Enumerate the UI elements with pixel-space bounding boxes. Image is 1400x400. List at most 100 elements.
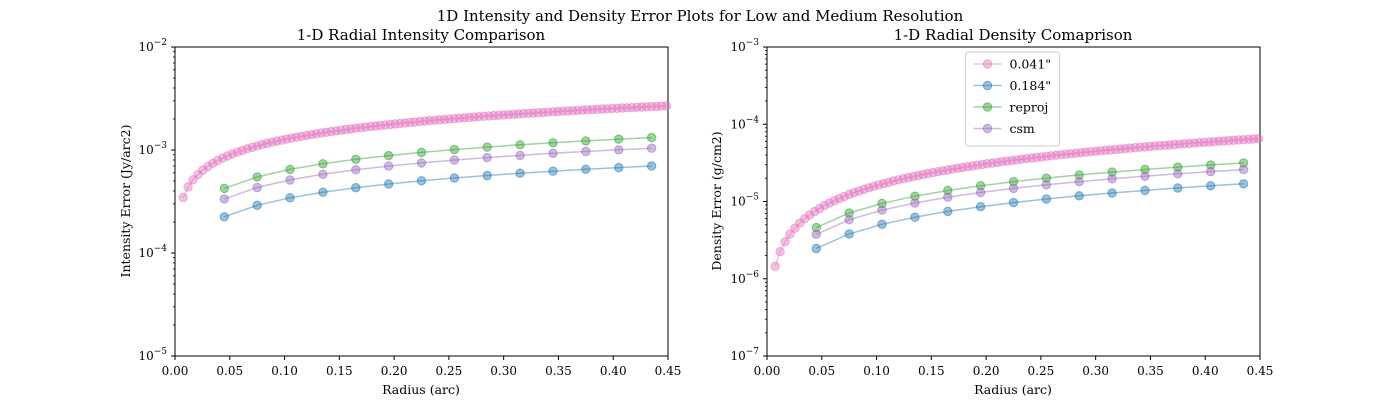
density-plot-ytick-label: 10−7 <box>730 347 759 363</box>
density-plot-data-point <box>1173 169 1183 179</box>
intensity-plot-ytick-label: 10−5 <box>138 347 167 363</box>
density-plot-data-point <box>1179 139 1190 149</box>
density-plot-data-point <box>770 261 780 271</box>
intensity-plot-xtick-label: 0.00 <box>162 364 189 378</box>
density-plot-ytick-base: 10 <box>730 195 745 209</box>
intensity-plot-data-point <box>434 115 445 125</box>
intensity-plot-data-point <box>641 102 652 112</box>
intensity-plot-data-point <box>405 117 415 128</box>
intensity-plot-data-point <box>582 105 593 115</box>
intensity-plot-xtick-label: 0.10 <box>271 364 298 378</box>
intensity-plot-data-point <box>479 111 489 122</box>
intensity-plot-data-point <box>513 109 524 119</box>
density-plot-data-point <box>1120 143 1130 154</box>
legend-item: 0.184" <box>973 78 1051 93</box>
density-plot-ytick-base: 10 <box>730 117 745 131</box>
density-plot-data-point <box>1219 136 1229 146</box>
density-plot-data-point <box>975 202 986 212</box>
intensity-plot-data-point <box>482 152 492 163</box>
intensity-plot-ytick-base: 10 <box>138 40 153 54</box>
density-plot-xtick-label: 0.15 <box>918 364 945 378</box>
intensity-plot-xtick-label: 0.40 <box>600 364 627 378</box>
intensity-plot-data-point <box>385 119 395 130</box>
intensity-plot-data-point <box>365 121 376 132</box>
density-plot-data-point <box>844 208 854 218</box>
density-plot-series-3 <box>811 164 1249 240</box>
density-plot-data-point <box>805 210 815 220</box>
density-plot-data-point <box>834 193 844 204</box>
intensity-plot-data-point <box>474 112 484 122</box>
intensity-plot-ytick-base: 10 <box>138 143 153 157</box>
intensity-plot-series-line <box>224 147 652 200</box>
intensity-plot-data-point <box>581 136 591 146</box>
intensity-plot-data-point <box>285 164 295 175</box>
intensity-plot-data-point <box>370 121 381 131</box>
density-plot-data-point <box>819 200 830 211</box>
density-plot-data-point <box>910 212 920 222</box>
intensity-plot-data-point <box>227 149 238 159</box>
intensity-plot-data-point <box>581 146 591 157</box>
intensity-plot-data-point <box>219 212 230 222</box>
density-plot-data-point <box>1206 166 1216 177</box>
density-plot-data-point <box>910 198 920 208</box>
density-plot-data-point <box>839 191 849 202</box>
intensity-plot-ytick-exp: −4 <box>154 244 168 254</box>
density-plot-data-point <box>1091 146 1101 157</box>
legend-label: reproj <box>1010 100 1049 115</box>
density-plot-ylabel: Density Error (g/cm2) <box>709 131 724 270</box>
density-plot-data-point <box>1173 162 1183 172</box>
intensity-plot-data-point <box>285 193 295 203</box>
density-plot-xtick-label: 0.05 <box>808 364 835 378</box>
legend-item: csm <box>973 121 1035 136</box>
intensity-plot-data-point <box>444 114 455 124</box>
intensity-plot-ytick-label: 10−3 <box>138 141 167 157</box>
intensity-plot-data-point <box>523 108 533 119</box>
intensity-plot-series-2 <box>219 132 657 194</box>
density-plot-data-point <box>780 237 790 247</box>
intensity-plot-data-point <box>351 165 361 175</box>
density-plot-data-point <box>1012 155 1022 165</box>
density-plot-data-point <box>1115 144 1126 154</box>
density-plot-data-point <box>1074 177 1084 187</box>
intensity-plot-xtick-label: 0.35 <box>545 364 572 378</box>
density-plot-ytick-label: 10−4 <box>730 115 759 131</box>
intensity-plot-xtick-label: 0.30 <box>490 364 517 378</box>
intensity-plot-data-point <box>375 120 386 131</box>
density-plot-ytick-exp: −6 <box>746 270 760 280</box>
intensity-plot-data-point <box>252 200 262 211</box>
intensity-plot-ytick-base: 10 <box>138 246 153 260</box>
intensity-plot: 1-D Radial Intensity Comparison 0.00 0.05… <box>118 26 681 397</box>
density-plot-series-line <box>815 183 1244 250</box>
intensity-plot-data-point <box>232 147 243 157</box>
intensity-plot-series-3 <box>219 143 657 204</box>
density-plot-data-point <box>877 219 887 230</box>
density-plot-xtick-label: 0.10 <box>863 364 890 378</box>
intensity-plot-data-point <box>612 103 622 114</box>
intensity-plot-data-point <box>383 179 394 189</box>
density-plot-data-point <box>829 196 840 206</box>
intensity-plot-data-point <box>415 116 425 127</box>
figure-suptitle: 1D Intensity and Density Error Plots for… <box>437 7 964 25</box>
density-plot-data-point <box>811 243 821 254</box>
density-plot-data-point <box>1194 138 1204 148</box>
density-plot-data-point <box>1041 194 1052 204</box>
intensity-plot-data-point <box>454 113 464 123</box>
intensity-plot-xtick-label: 0.20 <box>381 364 408 378</box>
intensity-plot-data-point <box>252 172 262 182</box>
density-plot-data-point <box>1155 141 1165 151</box>
density-plot-data-point <box>1140 185 1150 196</box>
density-plot-data-point <box>811 229 821 240</box>
density-plot-xtick-label: 0.25 <box>1028 364 1055 378</box>
density-plot-ytick-base: 10 <box>730 349 745 363</box>
density-plot-ytick-exp: −5 <box>746 193 760 203</box>
intensity-plot-data-point <box>183 182 193 192</box>
intensity-plot-ytick-label: 10−2 <box>138 38 167 54</box>
intensity-plot-data-point <box>614 145 624 155</box>
density-plot-ytick-label: 10−6 <box>730 270 759 286</box>
density-plot-data-point <box>1041 173 1052 183</box>
intensity-plot-data-point <box>222 151 233 161</box>
intensity-plot-data-point <box>482 142 492 152</box>
density-plot-series-1 <box>811 179 1249 254</box>
density-plot-data-point <box>1204 137 1214 147</box>
density-plot-data-point <box>1224 135 1234 146</box>
